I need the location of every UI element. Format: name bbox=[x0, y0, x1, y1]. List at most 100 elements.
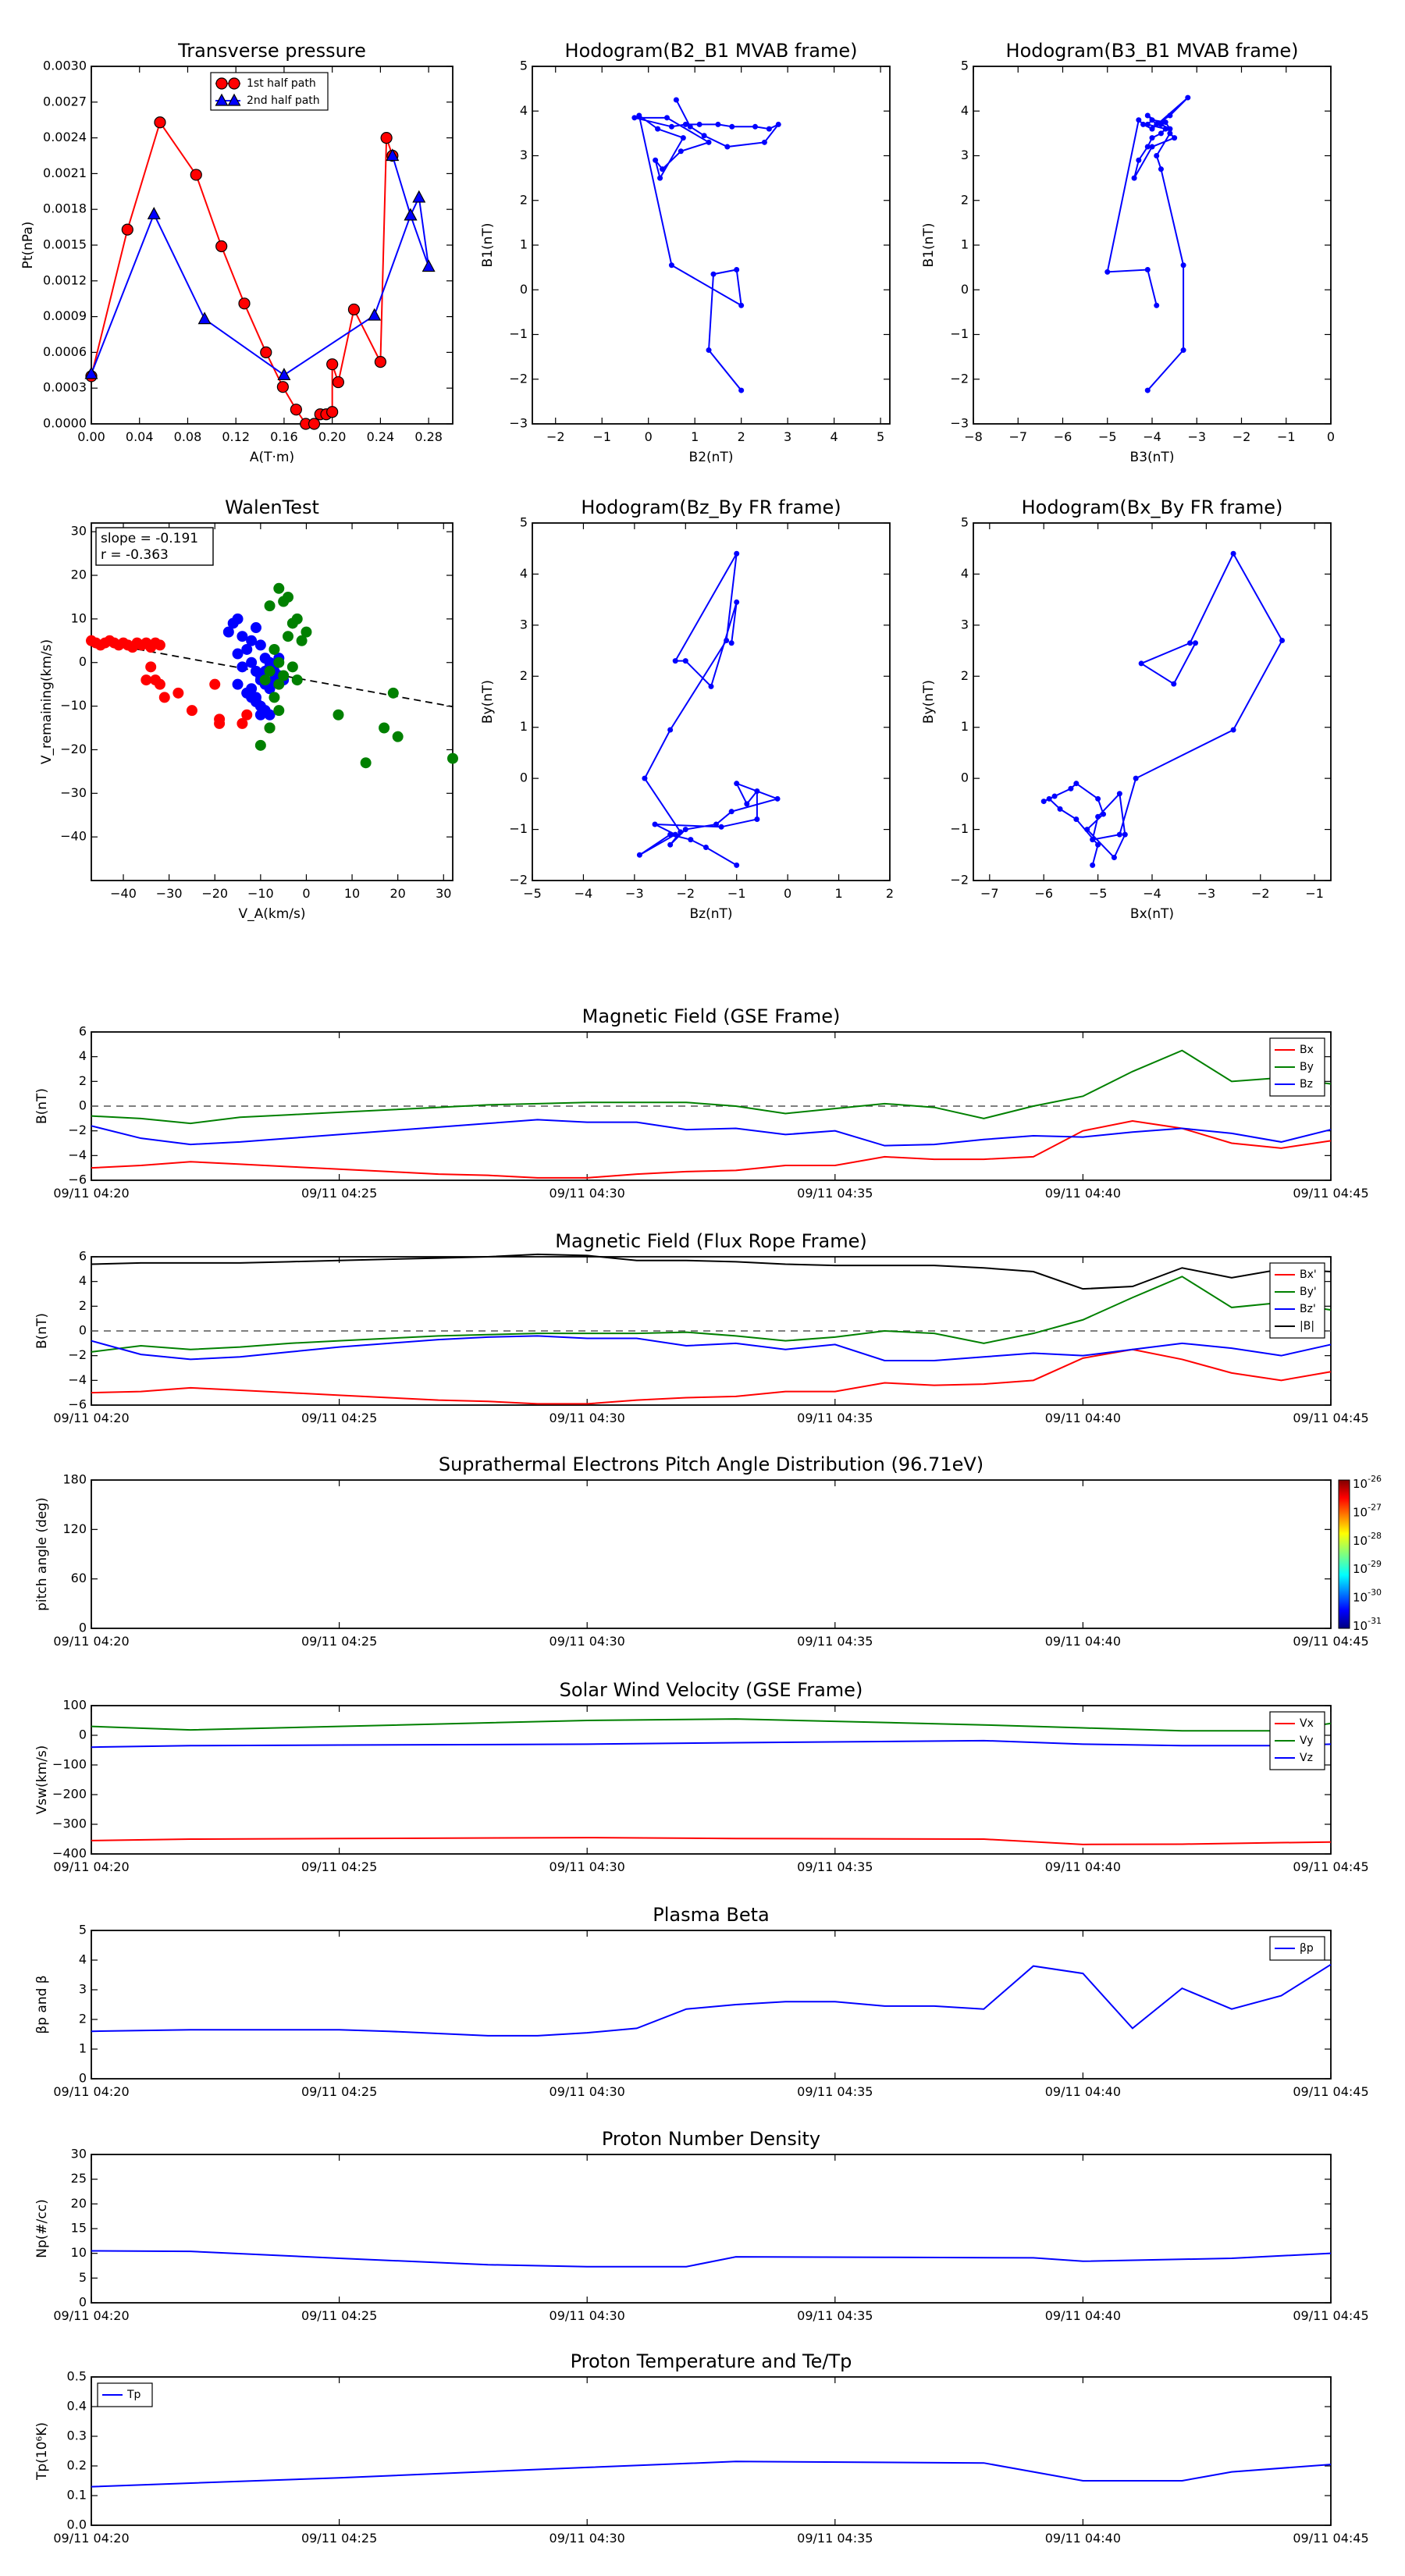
data-point bbox=[1279, 637, 1286, 643]
y-axis-label: Vsw(km/s) bbox=[34, 1745, 50, 1815]
data-point bbox=[687, 123, 693, 130]
data-point bbox=[273, 582, 285, 594]
data-point bbox=[264, 665, 276, 677]
data-point bbox=[744, 801, 750, 807]
y-tick-label: 6 bbox=[79, 1024, 87, 1039]
x-tick-label: 0.28 bbox=[414, 429, 443, 444]
data-point bbox=[1167, 112, 1173, 119]
data-point bbox=[1133, 775, 1139, 781]
series-line bbox=[1043, 552, 1283, 866]
data-point bbox=[147, 207, 161, 219]
data-point bbox=[678, 829, 684, 835]
y-tick-label: 3 bbox=[79, 1982, 87, 1997]
chart-title: Hodogram(B2_B1 MVAB frame) bbox=[565, 40, 858, 62]
x-tick-label: 09/11 04:40 bbox=[1045, 1859, 1121, 1874]
series-line bbox=[91, 155, 430, 376]
data-point bbox=[264, 600, 276, 612]
y-tick-label: −300 bbox=[52, 1816, 87, 1831]
chart-np: Proton Number Density 0 5 10 15 20 25 30 09/11 0… bbox=[34, 2128, 1369, 2323]
data-point bbox=[278, 670, 290, 681]
data-point bbox=[1154, 121, 1160, 127]
x-tick-label: 09/11 04:40 bbox=[1045, 1186, 1121, 1201]
data-point bbox=[214, 717, 226, 729]
data-point bbox=[276, 381, 289, 393]
x-tick-label: 09/11 04:20 bbox=[53, 2531, 129, 2546]
chart-mfgse: Magnetic Field (GSE Frame) −6 −4 −2 0 2 4 6 09/1… bbox=[34, 1005, 1369, 1201]
y-tick-label: −2 bbox=[68, 1123, 87, 1137]
data-point bbox=[734, 781, 740, 787]
data-point bbox=[668, 123, 674, 130]
x-tick-label: 09/11 04:30 bbox=[550, 1411, 625, 1425]
data-point bbox=[209, 678, 221, 690]
data-point bbox=[1149, 144, 1155, 150]
colorbar-label: 10-31 bbox=[1353, 1616, 1382, 1633]
data-point bbox=[1131, 175, 1137, 181]
annotation-text: slope = -0.191 bbox=[101, 531, 198, 546]
colorbar-exponent: -29 bbox=[1368, 1559, 1382, 1569]
data-point bbox=[1171, 681, 1177, 687]
data-point bbox=[1095, 795, 1101, 802]
plot-frame bbox=[91, 1705, 1332, 1855]
data-point bbox=[668, 262, 674, 269]
x-tick-label: 0.04 bbox=[126, 429, 154, 444]
data-point bbox=[386, 148, 400, 162]
y-tick-label: 120 bbox=[62, 1521, 87, 1536]
colorbar-exponent: -28 bbox=[1368, 1531, 1382, 1541]
y-tick-label: −2 bbox=[509, 873, 528, 888]
y-axis-label: Np(#/cc) bbox=[34, 2199, 50, 2258]
data-point bbox=[1073, 816, 1080, 822]
y-tick-label: 25 bbox=[71, 2171, 87, 2186]
y-tick-label: 5 bbox=[520, 59, 528, 73]
x-tick-label: −8 bbox=[964, 429, 983, 444]
y-tick-label: 2 bbox=[79, 1073, 87, 1088]
x-tick-label: 09/11 04:30 bbox=[550, 1859, 625, 1874]
series-line bbox=[91, 1348, 1332, 1405]
annotation-text: r = -0.363 bbox=[101, 547, 169, 563]
series-line bbox=[91, 1335, 1332, 1361]
x-tick-label: 09/11 04:20 bbox=[53, 1859, 129, 1874]
y-tick-label: 4 bbox=[79, 1273, 87, 1288]
x-tick-label: −30 bbox=[156, 886, 183, 901]
legend-label: Vx bbox=[1300, 1717, 1314, 1730]
y-tick-label: −6 bbox=[68, 1172, 87, 1187]
data-point bbox=[277, 368, 291, 381]
x-tick-label: −1 bbox=[1277, 429, 1296, 444]
data-point bbox=[1162, 126, 1168, 132]
x-axis-label: Bz(nT) bbox=[689, 906, 732, 922]
data-point bbox=[1230, 727, 1236, 733]
y-tick-label: 1 bbox=[961, 237, 969, 252]
y-tick-label: 0 bbox=[79, 1098, 87, 1113]
data-point bbox=[754, 816, 760, 822]
data-point bbox=[190, 169, 202, 181]
y-tick-label: 4 bbox=[961, 103, 969, 118]
x-tick-label: 09/11 04:45 bbox=[1293, 1859, 1368, 1874]
chart-title: Solar Wind Velocity (GSE Frame) bbox=[560, 1679, 863, 1701]
y-tick-label: 10 bbox=[71, 610, 87, 625]
y-tick-label: 30 bbox=[71, 524, 87, 539]
colorbar bbox=[1338, 1479, 1350, 1629]
x-tick-label: −2 bbox=[546, 429, 565, 444]
x-tick-label: −4 bbox=[1143, 886, 1161, 901]
data-point bbox=[1046, 795, 1052, 802]
legend-label: Vy bbox=[1300, 1735, 1314, 1747]
colorbar-exponent: -26 bbox=[1368, 1474, 1382, 1484]
x-tick-label: 0.16 bbox=[270, 429, 298, 444]
colorbar-label: 10-28 bbox=[1353, 1531, 1382, 1548]
x-tick-label: 09/11 04:40 bbox=[1045, 2308, 1121, 2323]
data-point bbox=[291, 674, 303, 686]
x-tick-label: −2 bbox=[676, 886, 695, 901]
data-point bbox=[738, 302, 745, 308]
data-point bbox=[738, 387, 745, 393]
data-point bbox=[642, 775, 648, 781]
x-tick-label: 09/11 04:25 bbox=[301, 2531, 377, 2546]
colorbar-label: 10-30 bbox=[1353, 1588, 1382, 1605]
y-tick-label: −4 bbox=[68, 1372, 87, 1387]
legend-label: Bz bbox=[1300, 1078, 1313, 1091]
y-axis-label: By(nT) bbox=[921, 680, 937, 724]
x-tick-label: −1 bbox=[1305, 886, 1324, 901]
y-tick-label: −2 bbox=[509, 371, 528, 386]
y-tick-label: −100 bbox=[52, 1757, 87, 1772]
y-tick-label: 0 bbox=[79, 2071, 87, 2086]
x-tick-label: −4 bbox=[574, 886, 593, 901]
data-point bbox=[197, 311, 212, 325]
